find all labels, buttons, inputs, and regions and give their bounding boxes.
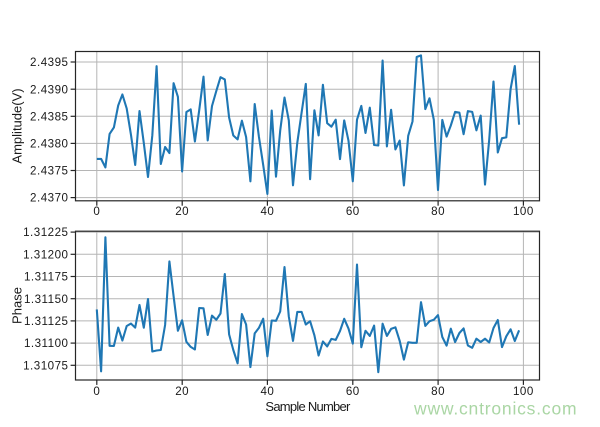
svg-text:2.4395: 2.4395 [30, 56, 68, 69]
svg-text:100: 100 [513, 385, 534, 398]
svg-text:40: 40 [260, 205, 274, 218]
svg-text:1.31175: 1.31175 [24, 271, 69, 284]
svg-text:Amplitude(V): Amplitude(V) [10, 88, 25, 163]
svg-text:2.4375: 2.4375 [30, 165, 68, 178]
svg-text:80: 80 [431, 205, 445, 218]
svg-text:2.4380: 2.4380 [30, 138, 68, 151]
svg-text:2.4370: 2.4370 [30, 192, 68, 205]
svg-text:60: 60 [346, 385, 360, 398]
svg-text:1.31200: 1.31200 [23, 248, 68, 261]
svg-text:1.31100: 1.31100 [24, 337, 69, 350]
svg-text:20: 20 [175, 385, 189, 398]
svg-text:1.31150: 1.31150 [24, 293, 69, 306]
svg-text:www.cntronics.com: www.cntronics.com [413, 399, 577, 419]
svg-text:2.4390: 2.4390 [30, 83, 68, 96]
svg-text:1.31125: 1.31125 [24, 315, 69, 328]
svg-text:1.31225: 1.31225 [23, 226, 68, 239]
svg-text:2.4385: 2.4385 [30, 110, 68, 123]
svg-text:80: 80 [431, 385, 445, 398]
svg-text:Phase: Phase [10, 287, 25, 324]
svg-text:Sample Number: Sample Number [265, 399, 351, 414]
svg-text:20: 20 [175, 205, 189, 218]
svg-text:1.31075: 1.31075 [23, 359, 68, 372]
svg-text:60: 60 [346, 205, 360, 218]
svg-text:0: 0 [93, 205, 100, 218]
svg-text:40: 40 [260, 385, 274, 398]
svg-text:100: 100 [513, 205, 534, 218]
svg-text:0: 0 [93, 385, 100, 398]
